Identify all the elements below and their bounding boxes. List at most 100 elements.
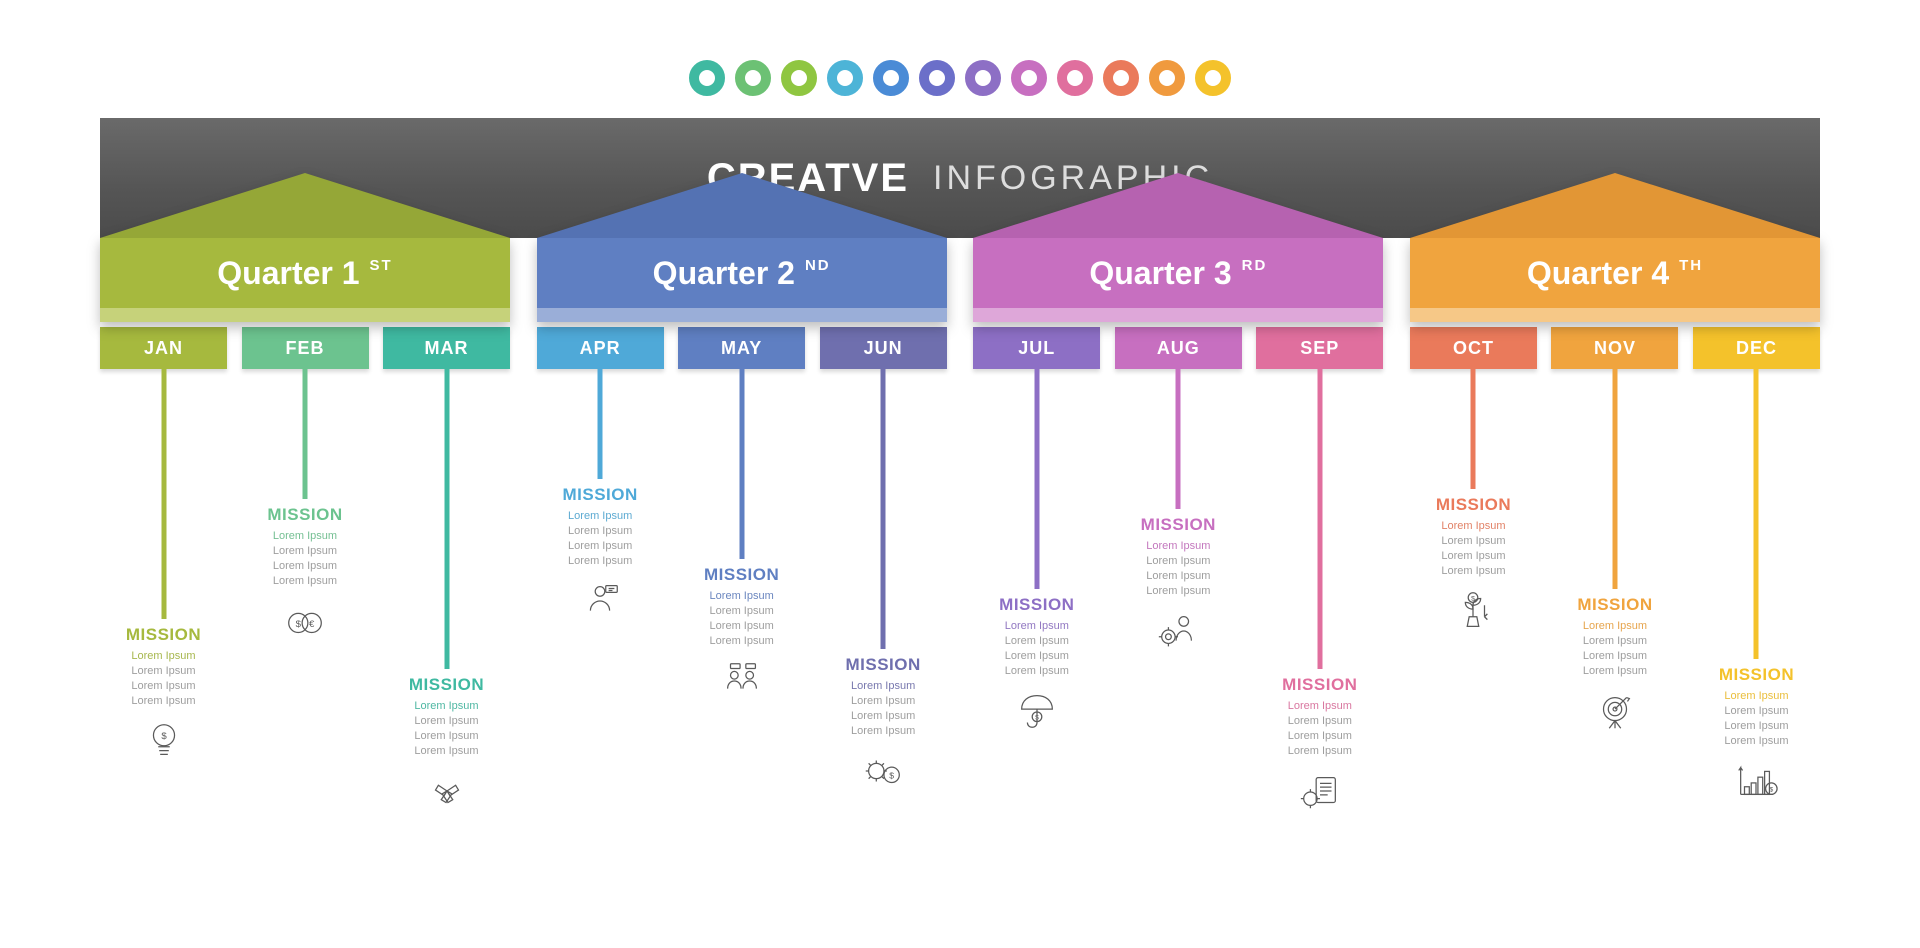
mission-heading: MISSION [1403,495,1543,515]
month-stem [598,369,603,479]
legend-dots [100,60,1820,96]
mission-sub: Lorem Ipsum [377,729,517,744]
mission-sub: Lorem Ipsum [1686,689,1826,704]
mission-sub: Lorem Ipsum [1108,554,1248,569]
quarter-suffix: TH [1679,257,1703,274]
mission-block: MISSIONLorem IpsumLorem IpsumLorem Ipsum… [530,485,670,624]
mission-block: MISSIONLorem IpsumLorem IpsumLorem Ipsum… [377,675,517,814]
mission-sub: Lorem Ipsum [1545,664,1685,679]
legend-dot [827,60,863,96]
quarter-roof: Quarter 1ST [100,173,510,323]
mission-sub: Lorem Ipsum [1403,564,1543,579]
quarter-suffix: RD [1242,257,1268,274]
quarter-roof: Quarter 4TH [1410,173,1820,323]
month-stem [444,369,449,669]
mission-heading: MISSION [967,595,1107,615]
mission-sub: Lorem Ipsum [377,699,517,714]
mission-heading: MISSION [1250,675,1390,695]
month-stem [303,369,308,499]
mission-sub: Lorem Ipsum [1403,534,1543,549]
mission-sub: Lorem Ipsum [530,524,670,539]
mission-sub: Lorem Ipsum [813,709,953,724]
legend-dot [735,60,771,96]
mission-heading: MISSION [1108,515,1248,535]
mission-sub: Lorem Ipsum [1545,634,1685,649]
barchart-icon [1686,758,1826,804]
quarter-suffix: ST [370,257,393,274]
coins-icon [235,598,375,644]
hands-icon [377,768,517,814]
months-row: JULMISSIONLorem IpsumLorem IpsumLorem Ip… [973,327,1383,839]
month: DECMISSIONLorem IpsumLorem IpsumLorem Ip… [1693,327,1820,829]
legend-dot [1149,60,1185,96]
mission-sub: Lorem Ipsum [1250,714,1390,729]
mission-sub: Lorem Ipsum [1686,734,1826,749]
mission-sub: Lorem Ipsum [94,649,234,664]
mission-sub: Lorem Ipsum [967,649,1107,664]
mission-sub: Lorem Ipsum [530,509,670,524]
mission-block: MISSIONLorem IpsumLorem IpsumLorem Ipsum… [1403,495,1543,634]
month-tab: SEP [1256,327,1383,369]
mission-sub: Lorem Ipsum [94,664,234,679]
bulb-icon [94,718,234,764]
quarter: Quarter 2NDAPR MISSIONLorem IpsumLorem Ip… [537,173,947,839]
mission-sub: Lorem Ipsum [377,744,517,759]
legend-dot [1057,60,1093,96]
month-tab: APR [537,327,664,369]
mission-heading: MISSION [813,655,953,675]
mission-sub: Lorem Ipsum [1686,719,1826,734]
support-icon [530,578,670,624]
month: APRMISSIONLorem IpsumLorem IpsumLorem Ip… [537,327,664,819]
mission-heading: MISSION [530,485,670,505]
mission-sub: Lorem Ipsum [1545,619,1685,634]
team-icon [672,658,812,704]
quarter-label: Quarter 2 [653,255,795,292]
mission-sub: Lorem Ipsum [813,724,953,739]
quarter-roof: Quarter 2ND [537,173,947,323]
mission-sub: Lorem Ipsum [235,529,375,544]
month-stem [1471,369,1476,489]
legend-dot [965,60,1001,96]
mission-block: MISSIONLorem IpsumLorem IpsumLorem Ipsum… [235,505,375,644]
month: JUNMISSIONLorem IpsumLorem IpsumLorem Ip… [820,327,947,819]
month: JULMISSIONLorem IpsumLorem IpsumLorem Ip… [973,327,1100,839]
mission-sub: Lorem Ipsum [813,679,953,694]
mission-block: MISSIONLorem IpsumLorem IpsumLorem Ipsum… [672,565,812,704]
hrgear-icon [1108,608,1248,654]
mission-sub: Lorem Ipsum [967,619,1107,634]
months-row: APR MISSIONLorem IpsumLorem IpsumLorem Ip… [537,327,947,819]
mission-heading: MISSION [94,625,234,645]
mission-sub: Lorem Ipsum [1403,519,1543,534]
month: SEPMISSIONLorem IpsumLorem IpsumLorem Ip… [1256,327,1383,839]
mission-sub: Lorem Ipsum [94,694,234,709]
mission-sub: Lorem Ipsum [967,664,1107,679]
month-tab: MAY [678,327,805,369]
mission-heading: MISSION [1686,665,1826,685]
month-stem [881,369,886,649]
mission-sub: Lorem Ipsum [813,694,953,709]
quarter: Quarter 1STJANMISSIONLorem IpsumLorem Ip… [100,173,510,839]
month-tab: NOV [1551,327,1678,369]
mission-sub: Lorem Ipsum [377,714,517,729]
month-tab: FEB [242,327,369,369]
month: MAYMISSIONLorem IpsumLorem IpsumLorem Ip… [678,327,805,819]
quarter-label: Quarter 3 [1089,255,1231,292]
mission-heading: MISSION [235,505,375,525]
month-tab: DEC [1693,327,1820,369]
legend-dot [873,60,909,96]
month-stem [739,369,744,559]
mission-sub: Lorem Ipsum [235,574,375,589]
months-row: OCTMISSIONLorem IpsumLorem IpsumLorem Ip… [1410,327,1820,829]
mission-sub: Lorem Ipsum [530,539,670,554]
quarter-roof: Quarter 3 RD [973,173,1383,323]
mission-block: MISSIONLorem IpsumLorem IpsumLorem Ipsum… [1108,515,1248,654]
mission-heading: MISSION [1545,595,1685,615]
docgear-icon [1250,768,1390,814]
mission-sub: Lorem Ipsum [235,559,375,574]
quarter: Quarter 3 RD JULMISSIONLorem IpsumLorem Ip… [973,173,1383,839]
month-stem [1317,369,1322,669]
mission-sub: Lorem Ipsum [530,554,670,569]
mission-sub: Lorem Ipsum [672,619,812,634]
quarter: Quarter 4THOCTMISSIONLorem IpsumLorem Ip… [1410,173,1820,839]
mission-block: MISSIONLorem IpsumLorem IpsumLorem Ipsum… [94,625,234,764]
